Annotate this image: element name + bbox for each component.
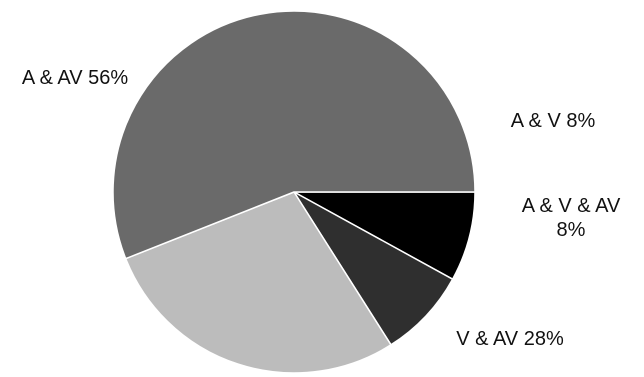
pie-slice-1: [293, 191, 476, 281]
pie-slices: [112, 10, 476, 374]
pie-slice-label-2-line-1: A & V & AV: [522, 195, 621, 217]
pie-labels: A & V 8% A & V & AV8% V & AV 28% A & AV 56%: [22, 67, 621, 350]
pie-slice-label-4: A & AV 56%: [22, 67, 129, 89]
pie-slice-3: [124, 191, 393, 374]
pie-slice-2: [293, 191, 454, 346]
pie-slice-label-3: V & AV 28%: [456, 328, 564, 350]
pie-slice-label-2-line-2: 8%: [557, 219, 586, 241]
pie-slice-label-1: A & V 8%: [511, 110, 596, 132]
pie-slice-4: [112, 10, 476, 260]
